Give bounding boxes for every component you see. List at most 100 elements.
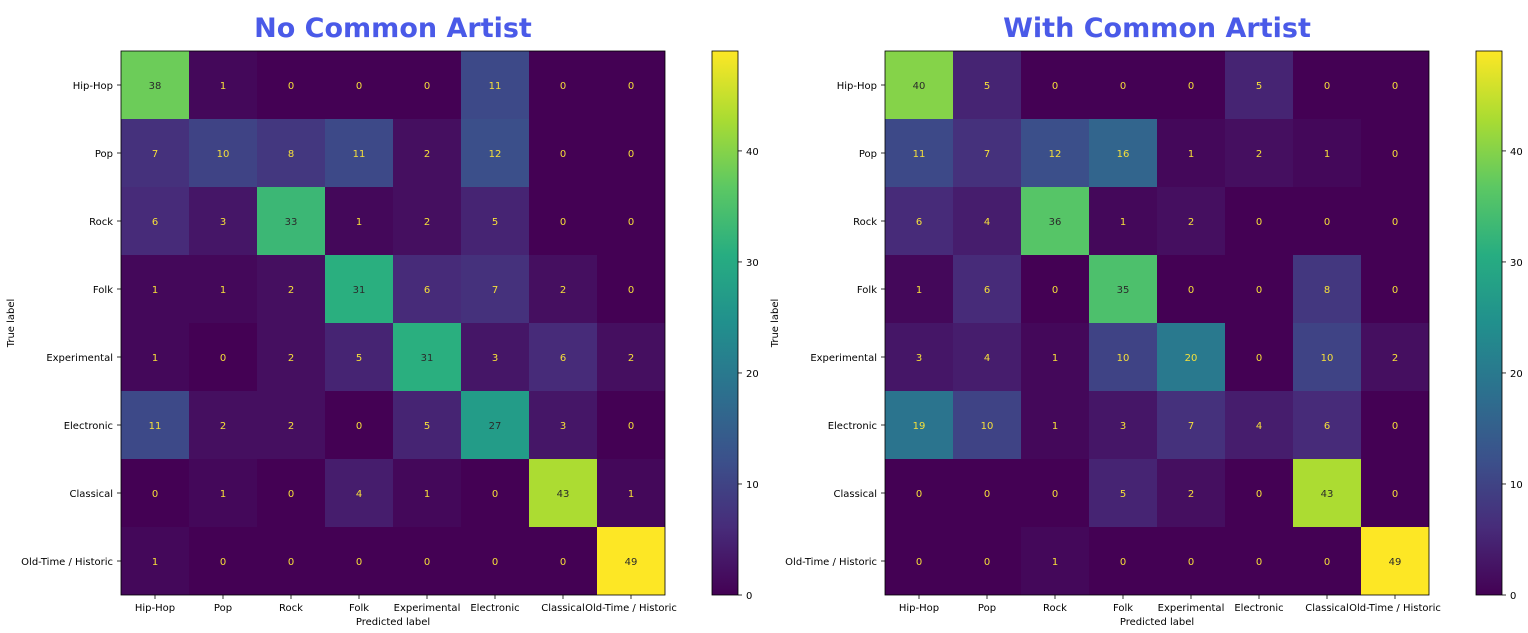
panel1-cell — [529, 391, 597, 459]
panel2-cell-label: 0 — [1392, 489, 1398, 500]
panel1-cell-label: 31 — [421, 353, 434, 364]
panel2-cell-label: 0 — [1392, 149, 1398, 160]
panel2-colorbar — [1475, 50, 1503, 596]
panel2-cell — [1021, 459, 1089, 527]
panel1-cell-label: 3 — [492, 353, 498, 364]
panel1-xtick-label: Experimental — [394, 603, 461, 614]
panel1-ylabel: True label — [6, 299, 17, 349]
panel1-ytick-label: Old-Time / Historic — [21, 557, 113, 568]
panel1-cell-label: 2 — [424, 217, 430, 228]
panel2-cell-label: 2 — [1256, 149, 1262, 160]
panel2-xtick-label: Electronic — [1234, 603, 1283, 614]
panel2-title: With Common Artist — [1003, 13, 1311, 44]
panel2-cell — [1157, 527, 1225, 595]
panel2-xtick-label: Experimental — [1158, 603, 1225, 614]
panel2-cell-label: 7 — [984, 149, 990, 160]
panel1-cell — [257, 187, 325, 255]
panel2-cell-label: 5 — [1256, 81, 1262, 92]
panel1-cell-label: 27 — [489, 421, 502, 432]
panel2-cell — [1361, 459, 1429, 527]
panel2-cell-label: 4 — [984, 217, 990, 228]
panel1-cell-label: 0 — [220, 557, 226, 568]
panel1-cell — [461, 119, 529, 187]
panel2-cell-label: 0 — [1392, 217, 1398, 228]
panel2-xlabel: Predicted label — [1120, 617, 1194, 628]
panel1-cell-label: 11 — [149, 421, 162, 432]
panel2-cell — [1021, 391, 1089, 459]
panel1-cell-label: 1 — [356, 217, 362, 228]
panel1-cell-label: 0 — [152, 489, 158, 500]
panel1-cell — [257, 527, 325, 595]
panel2-ytick-label: Experimental — [810, 353, 877, 364]
panel1-cell — [257, 255, 325, 323]
panel1-ytick-label: Hip-Hop — [73, 81, 113, 92]
panel1-cell-label: 2 — [424, 149, 430, 160]
panel1-title: No Common Artist — [254, 13, 532, 44]
panel1-cell — [597, 459, 665, 527]
panel1-cell-label: 1 — [152, 353, 158, 364]
panel2-xtick-label: Hip-Hop — [899, 603, 939, 614]
panel2-cell-label: 0 — [1256, 557, 1262, 568]
panel1-cell-label: 5 — [492, 217, 498, 228]
panel2-cell — [1361, 51, 1429, 119]
panel1-cell — [529, 119, 597, 187]
panel2-cell-label: 0 — [1120, 81, 1126, 92]
panel1-cell — [529, 255, 597, 323]
panel2-cell-label: 0 — [1052, 489, 1058, 500]
panel2-cell-label: 6 — [916, 217, 922, 228]
panel1-colorbar — [711, 50, 739, 596]
panel1-cell-label: 4 — [356, 489, 362, 500]
panel1-cell-label: 6 — [560, 353, 566, 364]
panel1-cell-label: 1 — [220, 285, 226, 296]
panel1-cell — [393, 255, 461, 323]
panel1-cell-label: 2 — [220, 421, 226, 432]
panel2-cell-label: 1 — [1052, 421, 1058, 432]
panel1-xtick-label: Old-Time / Historic — [585, 603, 677, 614]
panel2-cell — [953, 187, 1021, 255]
panel2-cell-label: 0 — [1256, 217, 1262, 228]
panel2-cell — [1293, 459, 1361, 527]
panel2-cell-label: 0 — [1120, 557, 1126, 568]
panel1-cell-label: 0 — [356, 421, 362, 432]
panel2-cell-label: 0 — [1324, 217, 1330, 228]
panel2-cell — [885, 527, 953, 595]
panel2-cell-label: 2 — [1188, 489, 1194, 500]
panel2-cell-label: 0 — [984, 489, 990, 500]
panel1-cell — [121, 323, 189, 391]
panel2-cell — [1361, 323, 1429, 391]
panel1-plot-frame — [120, 50, 666, 596]
panel2-cell — [1361, 391, 1429, 459]
panel2-cell — [1157, 51, 1225, 119]
panel1-ytick-label: Classical — [70, 489, 114, 500]
panel2-cell — [1361, 255, 1429, 323]
panel2-cell — [1361, 527, 1429, 595]
panel1-cell — [461, 187, 529, 255]
panel2-cell-label: 0 — [1188, 557, 1194, 568]
panel1-cell-label: 1 — [424, 489, 430, 500]
panel1-cell — [393, 459, 461, 527]
panel1-cell — [189, 391, 257, 459]
panel1-cell-label: 0 — [356, 557, 362, 568]
panel1-ytick-label: Experimental — [46, 353, 113, 364]
panel2-cell — [1157, 255, 1225, 323]
panel2-cell — [1021, 527, 1089, 595]
panel2-cell-label: 19 — [913, 421, 926, 432]
panel2-plot-frame — [884, 50, 1430, 596]
panel2-cell — [1361, 187, 1429, 255]
panel1-cell-label: 1 — [220, 81, 226, 92]
panel1-cell — [393, 391, 461, 459]
panel1-cell-label: 5 — [356, 353, 362, 364]
panel1-cell-label: 0 — [628, 217, 634, 228]
panel1-xtick-label: Classical — [541, 603, 585, 614]
panel1-cell — [257, 391, 325, 459]
panel2-cell — [885, 187, 953, 255]
panel1-cell — [461, 323, 529, 391]
panel2-ytick-label: Electronic — [828, 421, 877, 432]
panel2-cell — [885, 391, 953, 459]
panel1-cell-label: 2 — [288, 285, 294, 296]
panel1-cell — [597, 391, 665, 459]
panel1-cell — [189, 527, 257, 595]
panel1-cell — [393, 187, 461, 255]
panel1-cell-label: 3 — [560, 421, 566, 432]
panel2-cell-label: 2 — [1392, 353, 1398, 364]
